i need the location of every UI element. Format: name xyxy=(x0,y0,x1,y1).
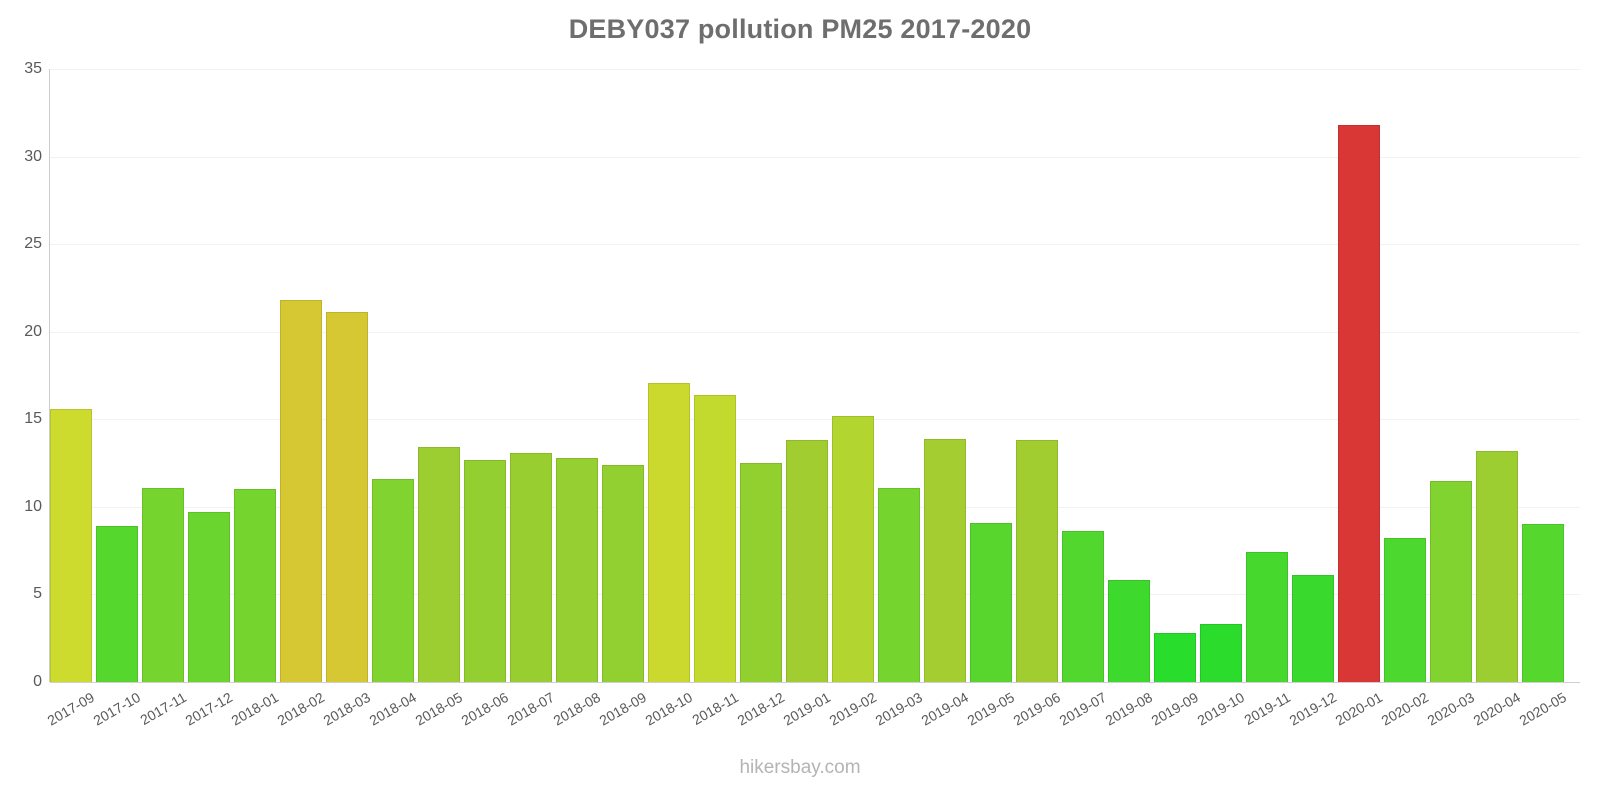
x-tick-label: 2017-12 xyxy=(182,689,235,729)
plot-area xyxy=(50,69,1580,683)
bar[interactable] xyxy=(1292,575,1334,682)
y-tick-label: 5 xyxy=(33,585,42,603)
x-tick-label: 2018-10 xyxy=(642,689,695,729)
bar[interactable] xyxy=(96,526,138,682)
x-tick-label: 2018-02 xyxy=(274,689,327,729)
bar[interactable] xyxy=(464,459,506,682)
bar[interactable] xyxy=(50,408,92,682)
x-tick-label: 2018-11 xyxy=(689,689,741,729)
bar[interactable] xyxy=(1430,480,1472,682)
bar[interactable] xyxy=(418,447,460,682)
bar[interactable] xyxy=(372,478,414,682)
x-tick-label: 2018-04 xyxy=(366,689,419,729)
bar[interactable] xyxy=(188,512,230,682)
y-tick-label: 20 xyxy=(24,322,42,340)
bar[interactable] xyxy=(234,489,276,682)
gridline xyxy=(50,244,1580,246)
bar[interactable] xyxy=(1062,531,1104,682)
bar[interactable] xyxy=(970,522,1012,682)
bar[interactable] xyxy=(1016,440,1058,682)
y-tick-label: 0 xyxy=(33,673,42,690)
gridline xyxy=(50,682,1580,683)
x-tick-label: 2018-06 xyxy=(458,689,511,729)
x-tick-label: 2019-08 xyxy=(1102,689,1155,729)
y-tick-label: 25 xyxy=(24,235,42,253)
x-tick-label: 2018-12 xyxy=(734,689,787,729)
bar[interactable] xyxy=(1154,632,1196,682)
y-tick-label: 35 xyxy=(24,60,42,77)
x-tick-label: 2020-04 xyxy=(1470,689,1523,729)
y-axis-line xyxy=(49,69,50,682)
y-tick-label: 30 xyxy=(24,147,42,165)
bar[interactable] xyxy=(142,487,184,682)
bar[interactable] xyxy=(326,312,368,682)
bar[interactable] xyxy=(602,464,644,682)
gridline xyxy=(50,156,1580,158)
footer-credit: hikersbay.com xyxy=(739,757,861,778)
bar[interactable] xyxy=(1246,552,1288,682)
x-tick-label: 2019-04 xyxy=(918,689,971,729)
x-tick-label: 2019-09 xyxy=(1148,689,1201,729)
x-tick-label: 2020-02 xyxy=(1378,689,1431,729)
bar[interactable] xyxy=(878,487,920,682)
bar[interactable] xyxy=(1108,580,1150,682)
x-tick-label: 2019-11 xyxy=(1241,689,1293,729)
bar[interactable] xyxy=(1200,624,1242,682)
bar[interactable] xyxy=(1384,538,1426,682)
bar[interactable] xyxy=(924,438,966,682)
x-tick-label: 2019-10 xyxy=(1194,689,1247,729)
x-tick-label: 2017-11 xyxy=(137,689,189,729)
bar[interactable] xyxy=(556,457,598,682)
bar[interactable] xyxy=(1338,125,1380,682)
bar[interactable] xyxy=(740,463,782,682)
x-tick-label: 2018-07 xyxy=(504,689,557,729)
bar[interactable] xyxy=(1522,524,1564,682)
bar[interactable] xyxy=(786,440,828,682)
x-tick-label: 2020-03 xyxy=(1424,689,1477,729)
bar[interactable] xyxy=(510,452,552,682)
x-tick-label: 2019-05 xyxy=(964,689,1017,729)
x-tick-label: 2020-01 xyxy=(1332,689,1385,729)
x-tick-label: 2019-12 xyxy=(1286,689,1339,729)
y-tick-label: 10 xyxy=(24,497,42,515)
bar[interactable] xyxy=(832,415,874,682)
y-tick-label: 15 xyxy=(24,410,42,428)
bar[interactable] xyxy=(648,382,690,682)
x-tick-label: 2019-01 xyxy=(780,689,833,729)
x-tick-label: 2019-03 xyxy=(872,689,925,729)
bar[interactable] xyxy=(1476,450,1518,682)
gridline xyxy=(50,419,1580,421)
x-tick-label: 2017-10 xyxy=(90,689,143,729)
x-tick-label: 2018-05 xyxy=(412,689,465,729)
gridline xyxy=(50,69,1580,70)
x-tick-label: 2019-02 xyxy=(826,689,879,729)
bar[interactable] xyxy=(280,300,322,682)
x-tick-label: 2018-09 xyxy=(596,689,649,729)
x-tick-label: 2018-03 xyxy=(320,689,373,729)
x-tick-label: 2017-09 xyxy=(44,689,97,729)
chart-title: DEBY037 pollution PM25 2017-2020 xyxy=(568,14,1032,44)
gridline xyxy=(50,331,1580,333)
x-tick-label: 2018-01 xyxy=(228,689,281,729)
x-tick-label: 2019-07 xyxy=(1056,689,1109,729)
x-tick-label: 2018-08 xyxy=(550,689,603,729)
x-tick-label: 2020-05 xyxy=(1516,689,1569,729)
bar[interactable] xyxy=(694,394,736,682)
x-tick-label: 2019-06 xyxy=(1010,689,1063,729)
